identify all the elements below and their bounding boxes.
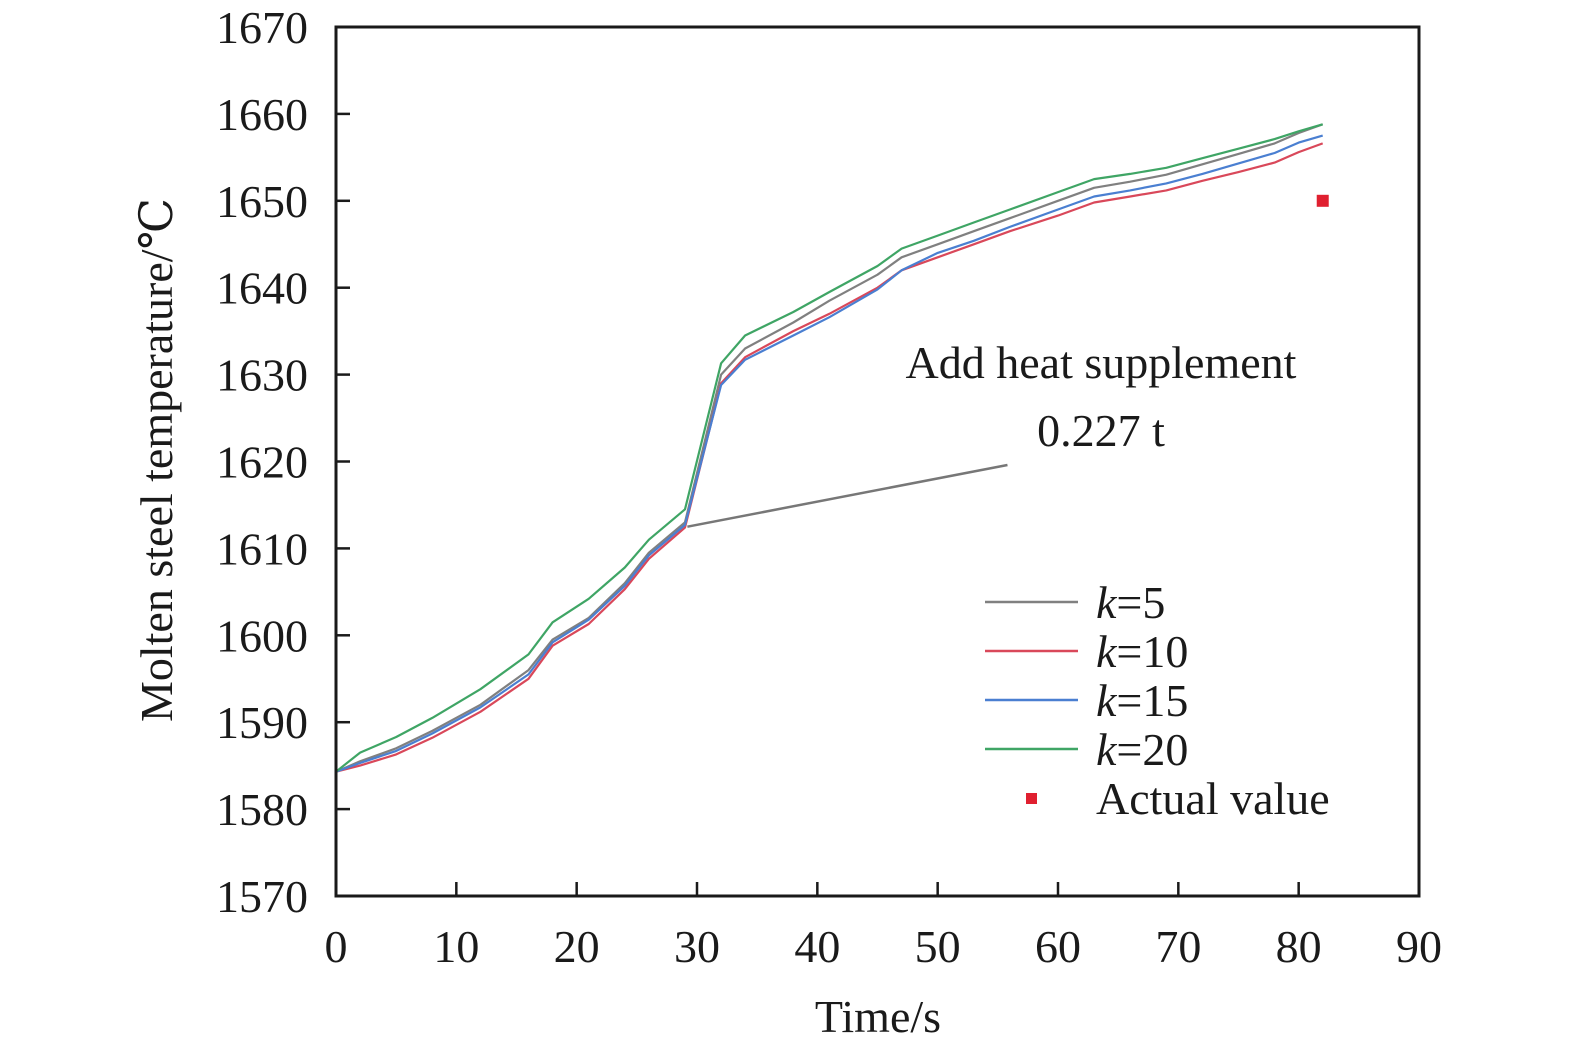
y-tick-label-1660: 1660 [216,89,308,140]
annotation-leader-line [687,463,1008,528]
x-tick-label-60: 60 [1035,921,1081,972]
x-tick-label-30: 30 [674,921,720,972]
y-tick-label-1670: 1670 [216,2,308,53]
y-tick-label-1610: 1610 [216,523,308,574]
tick-labels: 0 10 20 30 40 50 60 70 80 90 1570 1580 1590 1600 1610 1… [216,2,1442,972]
y-tick-label-1590: 1590 [216,697,308,748]
x-tick-label-50: 50 [915,921,961,972]
y-tick-label-1620: 1620 [216,437,308,488]
y-tick-label-1640: 1640 [216,263,308,314]
y-tick-label-1570: 1570 [216,871,308,922]
actual-value-marker [1316,194,1329,207]
y-tick-label-1630: 1630 [216,350,308,401]
plot-lines [335,123,1324,773]
x-tick-label-10: 10 [433,921,479,972]
y-tick-label-1650: 1650 [216,176,308,227]
legend-k-value: =5 [1116,577,1165,628]
x-tick-label-0: 0 [325,921,348,972]
legend-k-symbol: k [1096,724,1118,775]
actual-value-marker-group [1316,194,1329,207]
series-line-k15 [335,134,1324,773]
legend-k-symbol: k [1096,577,1118,628]
y-tick-label-1580: 1580 [216,784,308,835]
legend-k-value: =10 [1116,626,1188,677]
annotation-line-1: Add heat supplement [906,337,1297,388]
legend-swatch-actual-value [1026,793,1037,804]
y-tick-label-1600: 1600 [216,610,308,661]
legend-label-k15: k=15 [1096,675,1188,726]
legend-k-value: =20 [1116,724,1188,775]
series-line-k20 [335,123,1324,773]
ticks [334,25,1421,898]
x-tick-label-70: 70 [1155,921,1201,972]
x-tick-label-80: 80 [1276,921,1322,972]
annotation-line-2: 0.227 t [1037,405,1165,456]
x-tick-label-20: 20 [554,921,600,972]
legend-k-value: =15 [1116,675,1188,726]
series-line-k5 [335,123,1324,773]
x-tick-label-90: 90 [1396,921,1442,972]
x-tick-label-40: 40 [794,921,840,972]
legend-label-k20: k=20 [1096,724,1188,775]
series-line-k10 [335,142,1324,773]
legend-label-k5: k=5 [1096,577,1165,628]
legend-k-symbol: k [1096,626,1118,677]
legend-k-symbol: k [1096,675,1118,726]
legend-label-actual-value: Actual value [1096,773,1330,824]
legend-label-k10: k=10 [1096,626,1188,677]
x-axis-label: Time/s [815,991,941,1042]
y-axis-label: Molten steel temperature/℃ [131,198,182,722]
